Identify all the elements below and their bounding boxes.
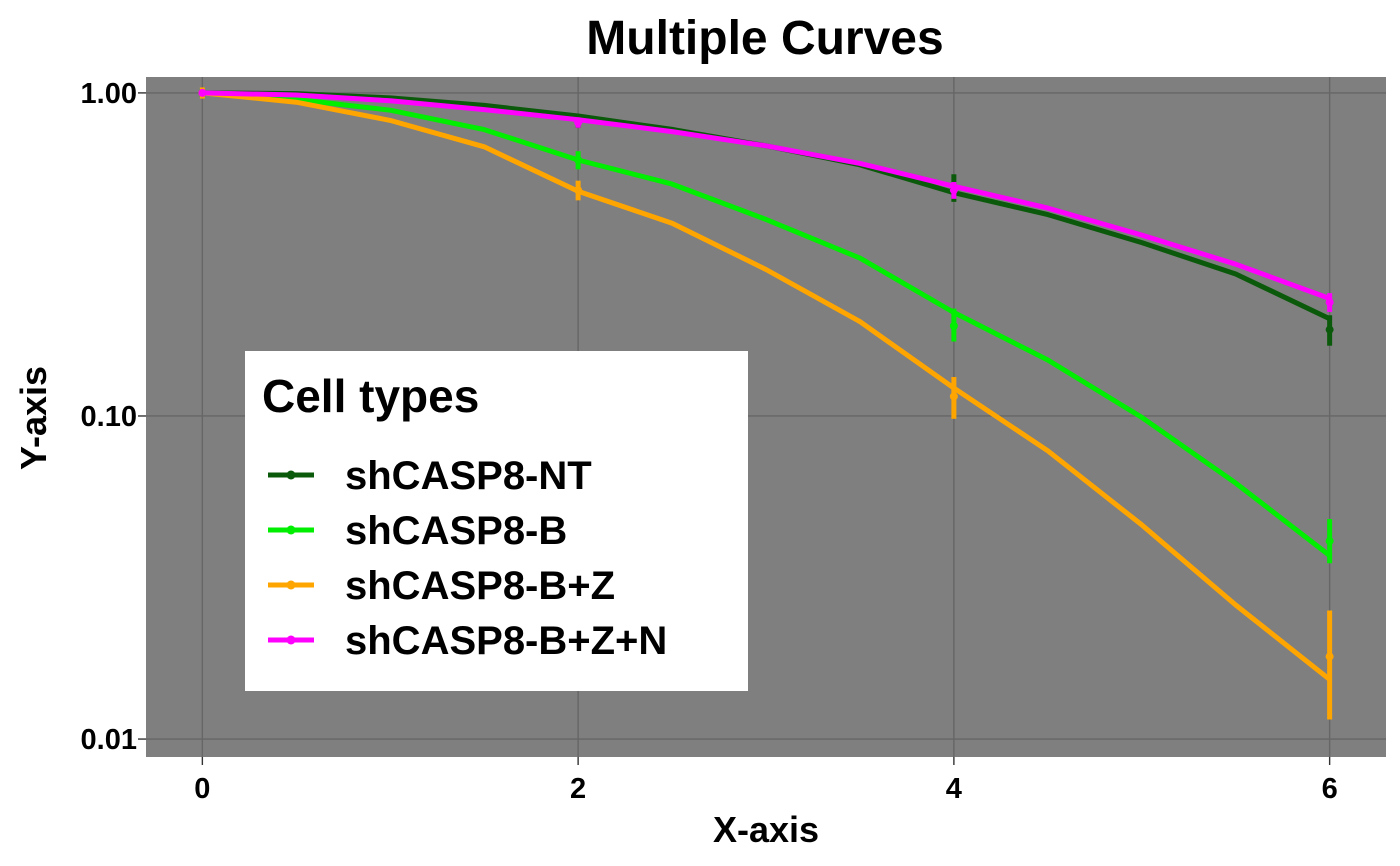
legend-label: shCASP8-B	[345, 509, 567, 553]
legend-entry: shCASP8-B+Z	[268, 564, 615, 608]
legend-label: shCASP8-B+Z	[345, 564, 615, 608]
data-point	[1325, 298, 1334, 307]
series-line	[199, 90, 1333, 301]
data-point	[574, 118, 583, 127]
data-point	[949, 186, 958, 195]
series-3	[198, 88, 1334, 312]
legend-swatch-point	[286, 525, 296, 535]
data-point	[949, 392, 958, 401]
legend-title: Cell types	[262, 370, 479, 422]
legend-entry: shCASP8-B+Z+N	[268, 619, 667, 663]
series-line	[199, 90, 1333, 558]
data-point	[574, 155, 583, 164]
data-point	[1325, 325, 1334, 334]
axis-layer: 0 2 4 6 1.00 0.10 0.01	[81, 78, 1338, 805]
x-tick-label: 2	[570, 773, 586, 805]
x-tick-label: 4	[946, 773, 962, 805]
legend-swatch-point	[286, 470, 296, 480]
legend-label: shCASP8-NT	[345, 454, 592, 498]
legend-box	[245, 351, 748, 691]
data-point	[1325, 652, 1334, 661]
legend: Cell types shCASP8-NT shCASP8-B shCASP8-B+…	[245, 351, 748, 691]
series-layer	[198, 87, 1334, 720]
legend-label: shCASP8-B+Z+N	[345, 619, 667, 663]
y-tick-label: 0.01	[81, 724, 137, 756]
x-axis-title: X-axis	[713, 809, 819, 850]
data-point	[1325, 537, 1334, 546]
legend-swatch-point	[286, 635, 296, 645]
chart-title: Multiple Curves	[586, 12, 943, 65]
legend-swatch-point	[286, 580, 296, 590]
x-tick-label: 6	[1322, 773, 1338, 805]
x-tick-label: 0	[194, 773, 210, 805]
series-2	[198, 87, 1334, 720]
data-point	[198, 88, 207, 97]
legend-entry: shCASP8-B	[268, 509, 567, 553]
series-line	[199, 90, 1333, 682]
y-axis-title: Y-axis	[13, 366, 54, 470]
y-tick-label: 0.10	[81, 401, 137, 433]
data-point	[949, 321, 958, 330]
legend-entry: shCASP8-NT	[268, 454, 592, 498]
y-tick-label: 1.00	[81, 78, 137, 110]
data-point	[574, 186, 583, 195]
legend-entries: shCASP8-NT shCASP8-B shCASP8-B+Z shCASP8-B+…	[268, 454, 667, 663]
